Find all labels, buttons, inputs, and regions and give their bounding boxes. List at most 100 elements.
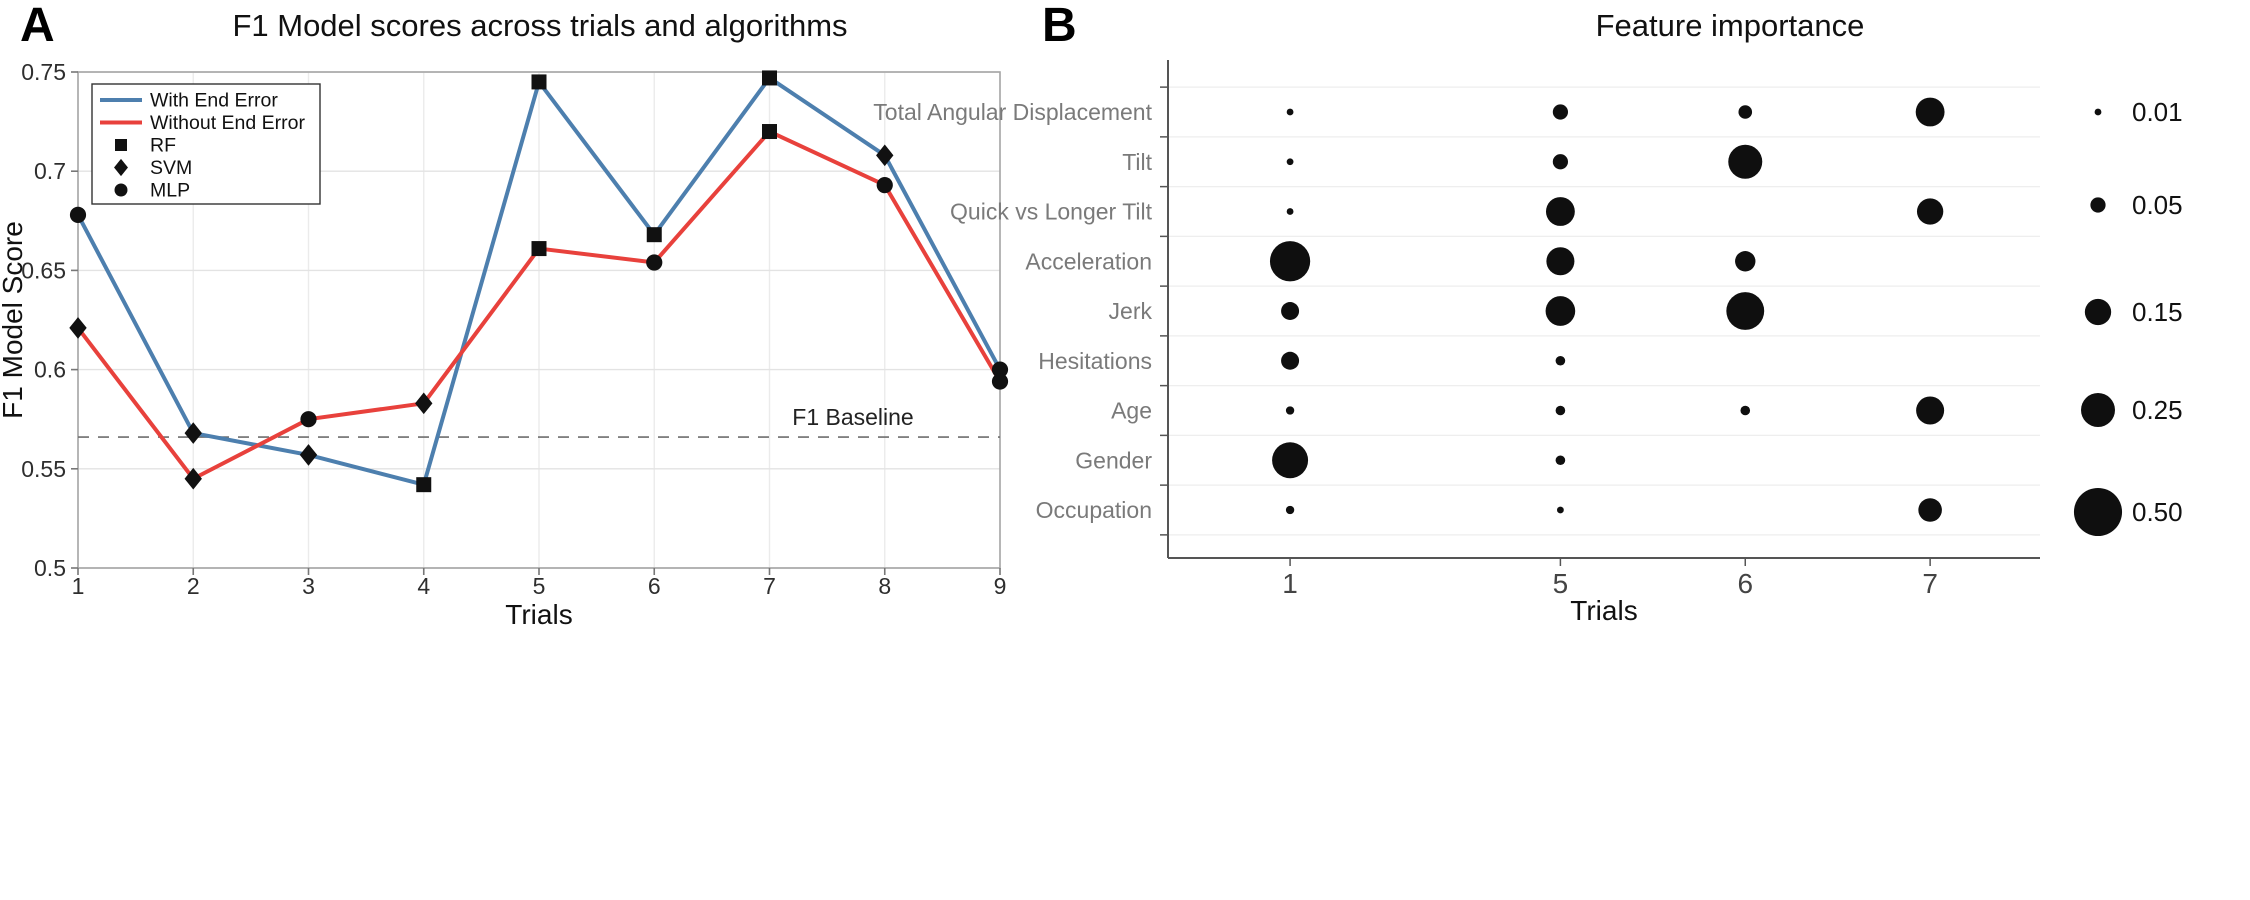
x-tick-label: 7 <box>1922 568 1938 599</box>
size-legend-bubble <box>2081 393 2115 427</box>
bubble <box>1285 406 1295 415</box>
bubble <box>1272 442 1309 479</box>
data-point-circle <box>646 254 663 271</box>
bubble <box>1281 351 1300 370</box>
x-tick-label: 1 <box>72 573 85 599</box>
data-point-square <box>416 477 432 493</box>
size-legend-bubble <box>2094 108 2102 116</box>
x-tick-label: 3 <box>302 573 315 599</box>
data-point-square <box>762 124 777 140</box>
data-point-diamond <box>184 422 202 444</box>
feature-label: Age <box>1111 398 1152 424</box>
bubble <box>1555 455 1566 466</box>
x-tick-label: 8 <box>878 573 891 599</box>
feature-label: Total Angular Displacement <box>873 99 1152 125</box>
data-point-diamond <box>69 317 87 339</box>
size-legend-label: 0.01 <box>2132 97 2183 127</box>
bubble <box>1735 251 1756 272</box>
size-legend-bubble <box>2073 487 2123 537</box>
feature-label: Hesitations <box>1038 348 1152 374</box>
x-tick-label: 5 <box>1553 568 1569 599</box>
data-point-diamond <box>299 444 318 466</box>
x-tick-label: 9 <box>994 573 1007 599</box>
bubble <box>1286 108 1294 116</box>
data-point-circle <box>991 373 1009 390</box>
feature-label: Jerk <box>1109 298 1153 324</box>
bubble <box>1916 396 1945 425</box>
x-axis-title: Trials <box>505 599 572 630</box>
x-tick-label: 6 <box>648 573 661 599</box>
bubble <box>1281 302 1300 320</box>
legend-box <box>91 83 321 205</box>
bubble <box>1286 208 1294 215</box>
bubble <box>1555 355 1566 366</box>
legend-label: Without End Error <box>150 112 305 134</box>
data-point-square <box>646 227 662 243</box>
y-axis-title: F1 Model Score <box>0 221 28 419</box>
bubble <box>1916 198 1944 225</box>
data-point-diamond <box>184 467 202 490</box>
baseline-label: F1 Baseline <box>792 404 913 430</box>
legend-marker-square <box>115 139 127 151</box>
data-point-circle <box>300 411 317 428</box>
bubble <box>1545 296 1576 326</box>
panel-b-label: B <box>1042 0 1077 52</box>
data-point-diamond <box>876 144 894 167</box>
y-tick-label: 0.7 <box>34 158 66 184</box>
size-legend-bubble <box>2084 298 2112 326</box>
x-tick-label: 7 <box>763 573 776 599</box>
data-point-square <box>531 74 547 90</box>
data-point-square <box>531 241 547 257</box>
data-point-circle <box>876 176 893 194</box>
bubble <box>1915 97 1945 127</box>
bubble <box>1728 144 1763 179</box>
feature-label: Tilt <box>1122 149 1152 175</box>
bubble <box>1918 498 1942 522</box>
size-legend-label: 0.25 <box>2132 395 2183 425</box>
panel-b-title: Feature importance <box>1595 8 1865 43</box>
bubble <box>1546 247 1575 276</box>
y-tick-label: 0.75 <box>21 59 66 85</box>
bubble <box>1738 105 1753 119</box>
feature-label: Occupation <box>1036 497 1152 523</box>
x-tick-label: 6 <box>1737 568 1753 599</box>
size-legend-label: 0.15 <box>2132 297 2183 327</box>
bubble <box>1545 197 1575 226</box>
legend-label: With End Error <box>150 90 278 112</box>
x-tick-label: 4 <box>417 573 430 599</box>
data-point-circle <box>69 206 87 223</box>
feature-label: Acceleration <box>1025 248 1152 274</box>
x-tick-label: 1 <box>1282 568 1298 599</box>
y-tick-label: 0.6 <box>34 357 66 383</box>
feature-label: Quick vs Longer Tilt <box>950 199 1153 225</box>
size-legend-bubble <box>2090 197 2106 213</box>
legend-label: MLP <box>150 180 190 202</box>
bubble <box>1552 104 1569 120</box>
panel-a-label: A <box>20 0 55 52</box>
size-legend-label: 0.50 <box>2132 497 2183 527</box>
feature-importance-bubble-chart: Total Angular Displacement Tilt Quick vs L… <box>873 60 2183 626</box>
data-point-diamond <box>415 392 433 415</box>
y-tick-label: 0.55 <box>21 456 66 482</box>
bubble <box>1740 405 1751 416</box>
bubble <box>1555 405 1566 416</box>
legend-label: RF <box>150 135 176 157</box>
x-tick-label: 2 <box>187 573 200 599</box>
f1-scores-line-chart: 0.5 0.55 0.6 0.65 0.7 0.75 1 2 3 4 5 6 7 8 9 F1 Baselin… <box>0 59 1009 630</box>
y-tick-label: 0.5 <box>34 555 66 581</box>
bubble <box>1285 505 1295 515</box>
x-axis-title: Trials <box>1570 595 1637 626</box>
x-tick-label: 5 <box>533 573 546 599</box>
legend-label: SVM <box>150 157 192 179</box>
bubble <box>1726 292 1765 330</box>
panel-a-title: F1 Model scores across trials and algori… <box>232 8 848 43</box>
data-point-circle <box>991 361 1009 378</box>
bubble <box>1269 241 1311 282</box>
bubble <box>1557 506 1564 514</box>
data-point-square <box>762 70 777 86</box>
feature-label: Gender <box>1075 447 1152 473</box>
legend-marker-circle <box>114 183 128 197</box>
size-legend-label: 0.05 <box>2132 190 2183 220</box>
y-tick-label: 0.65 <box>21 257 66 283</box>
